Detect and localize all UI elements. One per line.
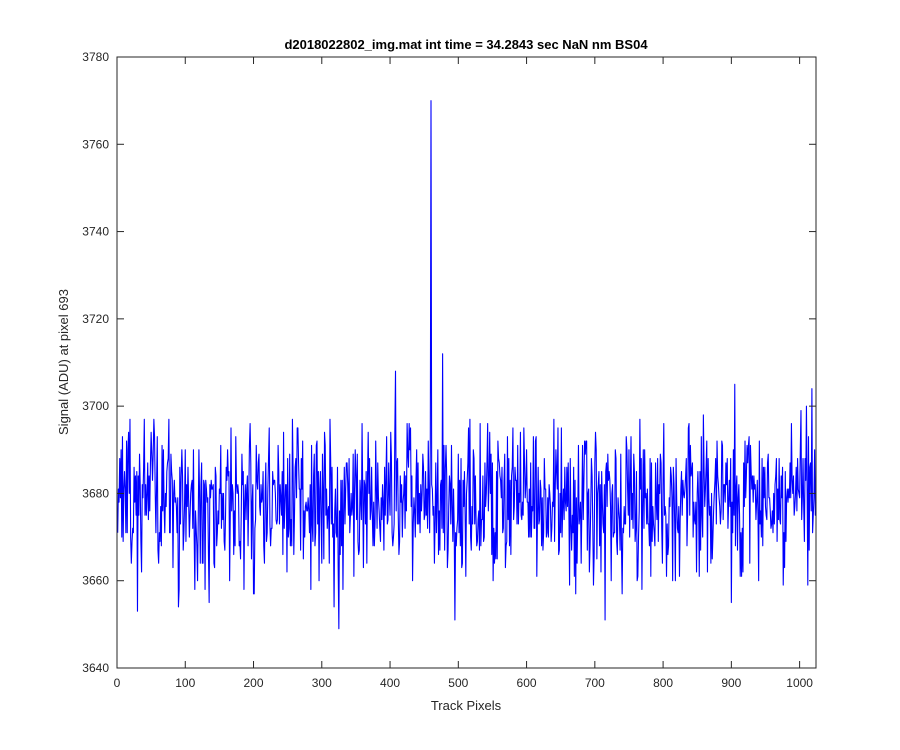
plot-background — [117, 57, 816, 668]
plot-frame — [116, 56, 817, 669]
x-axis-label: Track Pixels — [431, 698, 502, 713]
x-tick-label: 300 — [312, 676, 332, 690]
y-tick-label: 3640 — [82, 661, 109, 675]
y-axis: 3640 3660 3680 3700 3720 3740 3760 3780 — [82, 50, 816, 675]
y-tick-label: 3760 — [82, 137, 109, 151]
series-line — [117, 100, 817, 630]
x-tick-label: 500 — [448, 676, 468, 690]
x-tick-label: 200 — [244, 676, 264, 690]
y-tick-label: 3700 — [82, 399, 109, 413]
x-tick-label: 900 — [721, 676, 741, 690]
y-tick-label: 3740 — [82, 225, 109, 239]
y-tick-label: 3720 — [82, 312, 109, 326]
x-tick-label: 700 — [585, 676, 605, 690]
x-tick-label: 400 — [380, 676, 400, 690]
x-tick-label: 600 — [517, 676, 537, 690]
plot-area — [116, 56, 817, 669]
x-axis: 0 100 200 300 400 500 600 700 800 900 1000 — [114, 57, 813, 690]
y-tick-label: 3660 — [82, 574, 109, 588]
chart-title: d2018022802_img.mat int time = 34.2843 s… — [284, 37, 648, 52]
x-tick-label: 800 — [653, 676, 673, 690]
y-tick-label: 3780 — [82, 50, 109, 64]
y-axis-label: Signal (ADU) at pixel 693 — [56, 289, 71, 435]
y-tick-label: 3680 — [82, 486, 109, 500]
x-tick-label: 100 — [175, 676, 195, 690]
x-tick-label: 1000 — [786, 676, 813, 690]
x-tick-label: 0 — [114, 676, 121, 690]
